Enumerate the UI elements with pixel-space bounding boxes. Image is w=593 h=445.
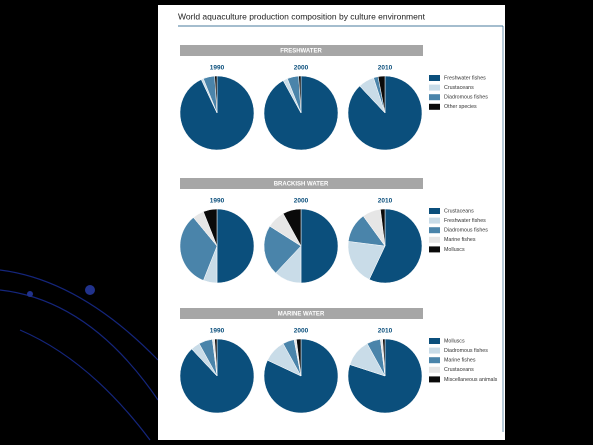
pie-slice	[382, 338, 386, 377]
year-label: 2010	[378, 328, 393, 335]
legend-swatch	[429, 227, 440, 234]
legend-label: Molluscs	[444, 338, 465, 344]
section-bar	[180, 308, 423, 319]
legend-swatch	[429, 366, 440, 373]
year-label: 2000	[294, 198, 309, 205]
legend-label: Other species	[444, 104, 477, 110]
pie-slice	[347, 241, 386, 280]
legend-label: Diadromous fishes	[444, 348, 488, 354]
pie-slice	[203, 208, 218, 247]
year-label: 1990	[210, 328, 225, 335]
pie-slice	[263, 225, 302, 274]
year-label: 1990	[210, 65, 225, 72]
legend-label: Crustaceans	[444, 85, 474, 91]
section-bar	[180, 178, 423, 189]
legend-swatch	[429, 338, 440, 344]
pie-slice	[214, 75, 218, 114]
pie-slice	[296, 338, 302, 377]
year-label: 2000	[294, 65, 309, 72]
year-label: 2000	[294, 328, 309, 335]
decoration	[0, 269, 159, 441]
legend-label: Freshwater fishes	[444, 218, 486, 224]
legend-swatch	[429, 347, 440, 354]
legend-label: Freshwater fishes	[444, 75, 486, 81]
year-label: 2010	[378, 65, 393, 72]
pie-slice	[216, 208, 255, 284]
section-title: FRESHWATER	[280, 48, 322, 54]
legend-swatch	[429, 246, 440, 253]
year-label: 2010	[378, 198, 393, 205]
section-title: MARINE WATER	[278, 311, 325, 317]
pie-slice	[282, 208, 302, 247]
legend-swatch	[429, 94, 440, 101]
legend-swatch	[429, 236, 440, 243]
legend-label: Molluscs	[444, 247, 465, 253]
legend-swatch	[429, 103, 440, 110]
legend-label: Crustaceans	[444, 208, 474, 214]
pie-slice	[377, 75, 386, 114]
legend-swatch	[429, 376, 440, 383]
pie-slice	[179, 217, 218, 281]
pie-slice	[300, 208, 339, 284]
legend-label: Diadromous fishes	[444, 95, 488, 101]
legend-label: Marine fishes	[444, 237, 476, 243]
pie-slice	[298, 75, 302, 114]
legend-swatch	[429, 357, 440, 364]
pie-slice	[380, 208, 386, 247]
pie-slice	[368, 208, 423, 284]
section-title: BRACKISH WATER	[274, 181, 329, 187]
figure-title: World aquaculture production composition…	[178, 11, 426, 21]
legend-label: Crustaceans	[444, 367, 474, 373]
legend-label: Miscellaneous animals	[444, 377, 498, 383]
pie-slice	[214, 338, 218, 377]
year-label: 1990	[210, 198, 225, 205]
legend-swatch	[429, 75, 440, 81]
legend-swatch	[429, 217, 440, 224]
legend-label: Marine fishes	[444, 358, 476, 364]
legend-label: Diadromous fishes	[444, 228, 488, 234]
legend-swatch	[429, 84, 440, 91]
legend-swatch	[429, 208, 440, 214]
section-bar	[180, 45, 423, 56]
